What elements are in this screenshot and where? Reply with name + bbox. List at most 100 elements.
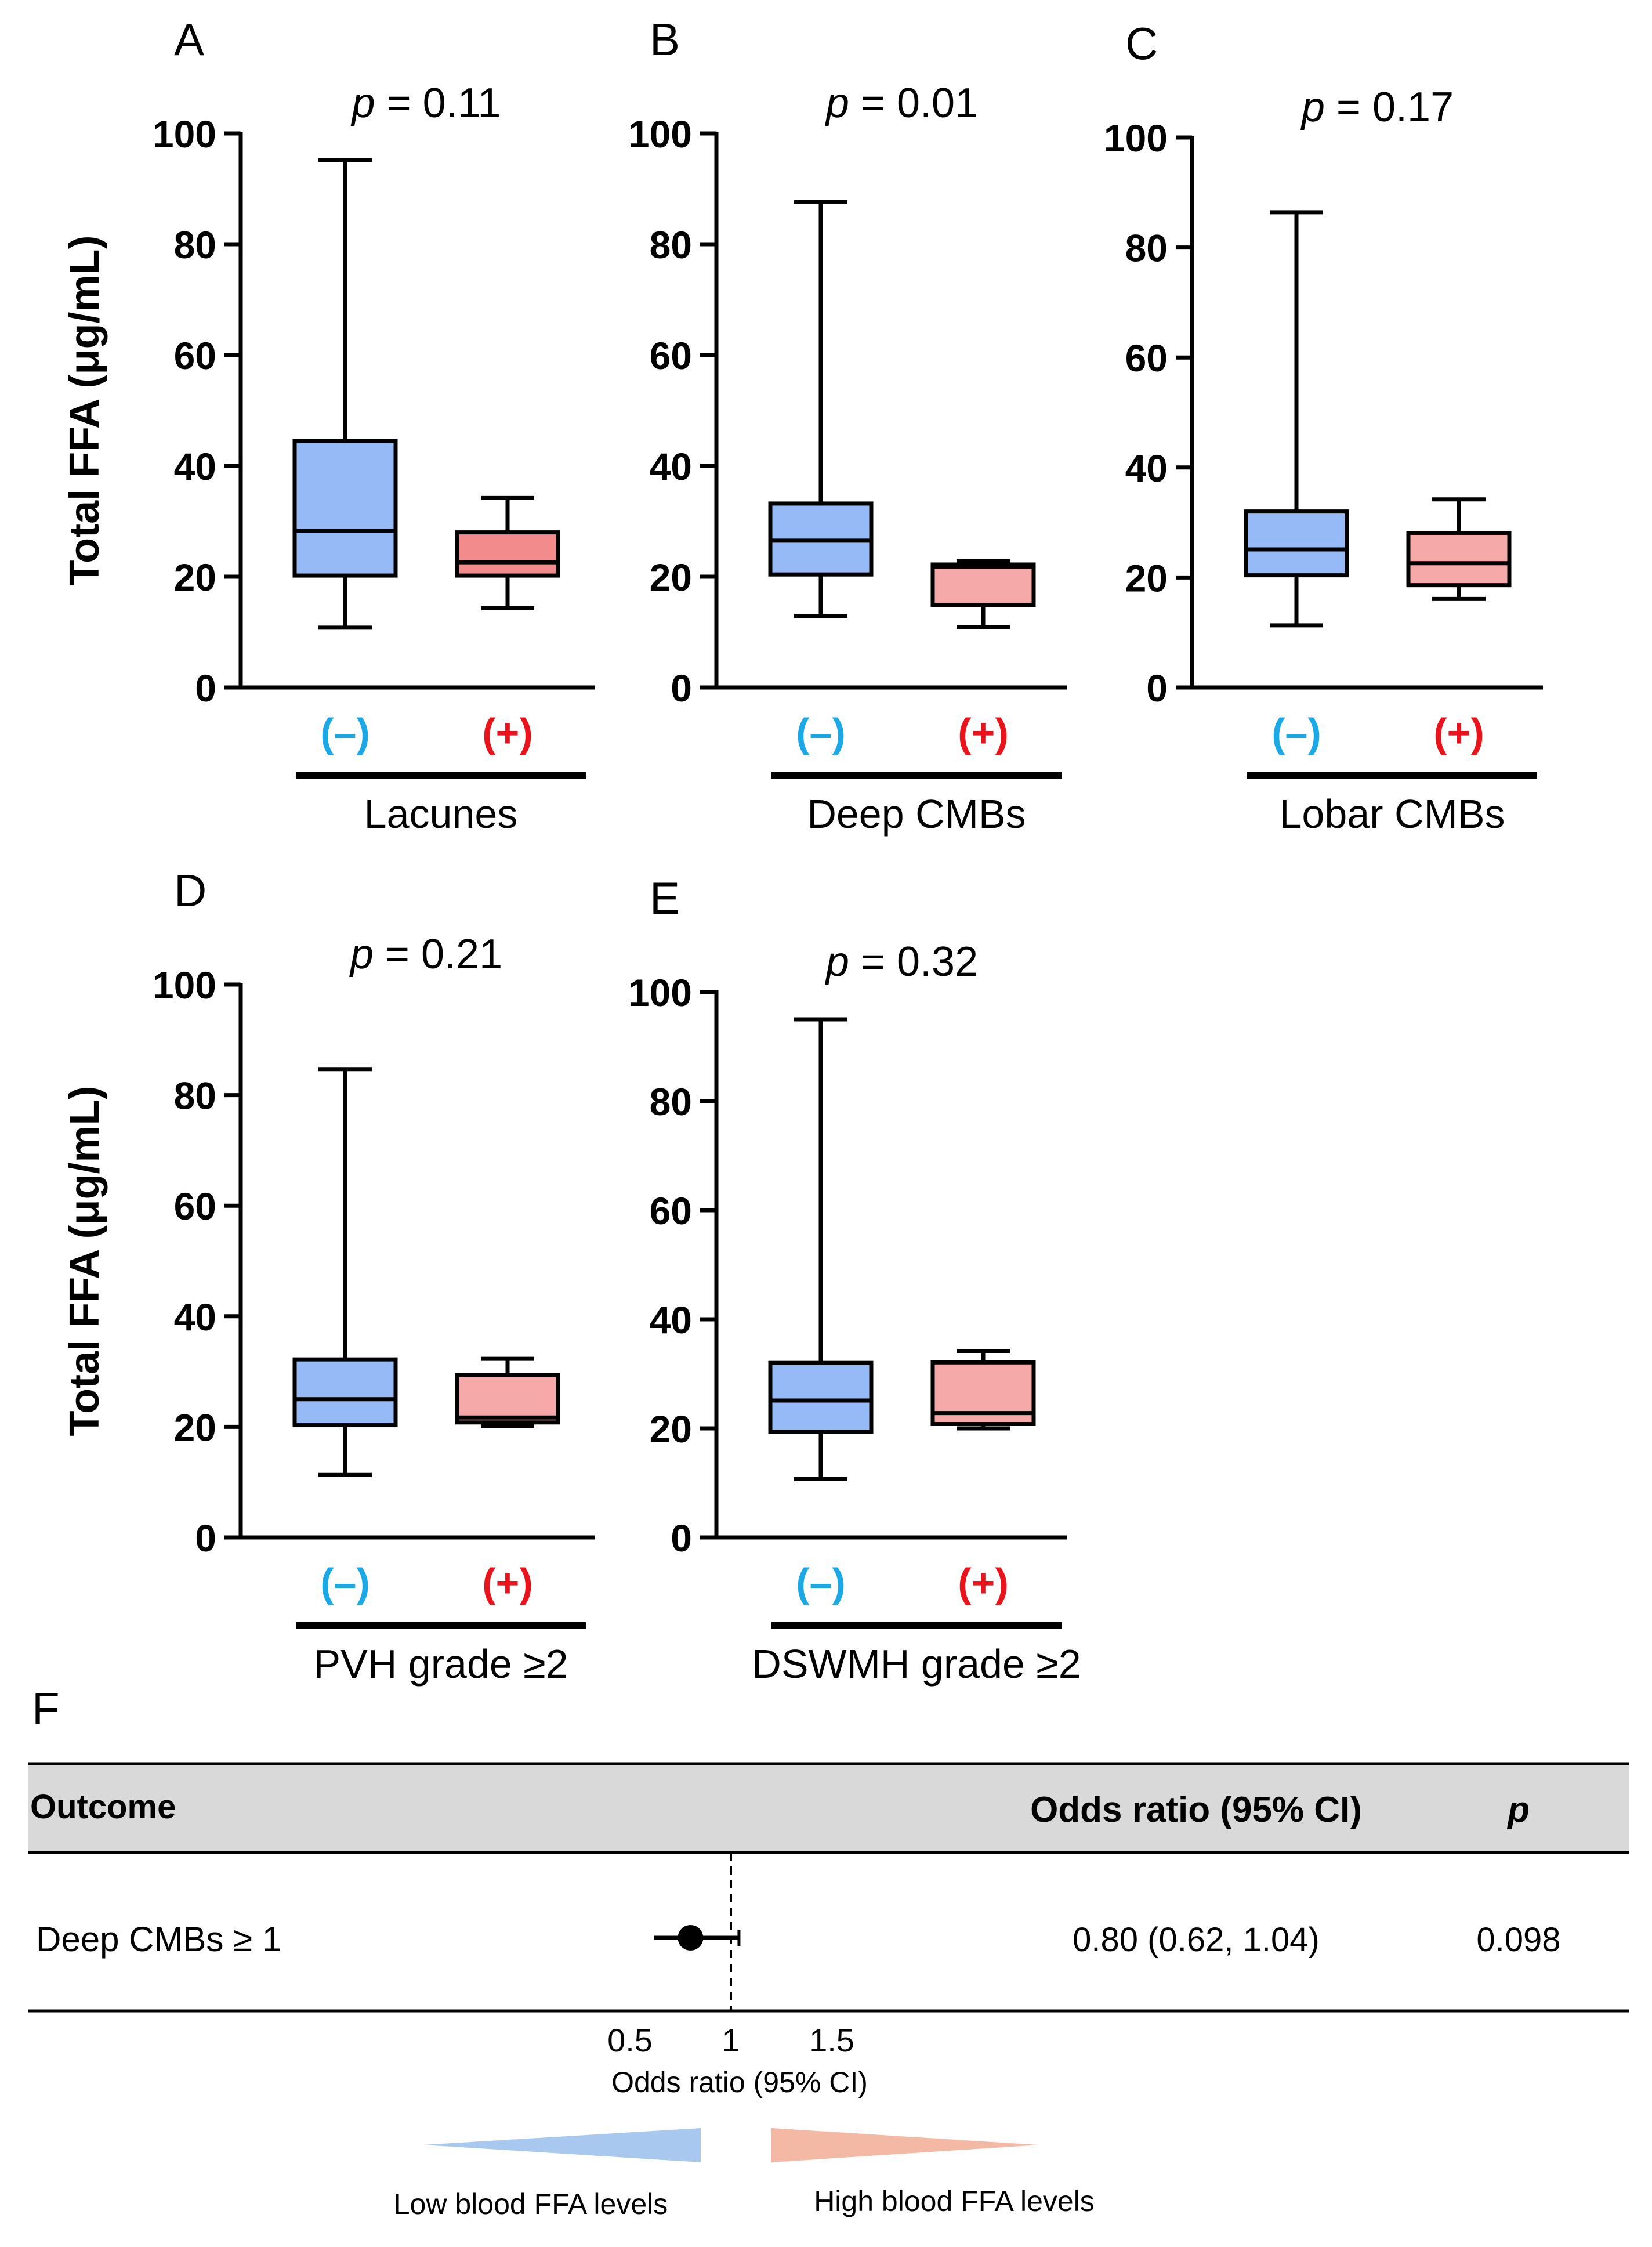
forest-x-ticks: 0.5 1 1.5 — [607, 2022, 854, 2058]
y-tick-label: 100 — [628, 971, 692, 1014]
group-label: (–) — [1271, 710, 1321, 755]
box-negative — [292, 1067, 398, 1477]
panel-b: Bp = 0.01 0 20 40 60 80 100 (–) (+) Deep CMBs — [628, 14, 1067, 837]
box-positive — [1406, 497, 1512, 601]
point-estimate — [678, 1925, 704, 1951]
y-tick-label: 100 — [628, 113, 692, 155]
iqr-box — [768, 1360, 874, 1434]
y-axis-label: Total FFA (μg/mL) — [61, 1086, 108, 1437]
y-tick-label: 80 — [650, 223, 692, 266]
y-tick-label: 40 — [174, 1296, 216, 1338]
y-tick-label: 20 — [650, 556, 692, 599]
x-axis-label: Lobar CMBs — [1279, 791, 1505, 837]
y-tick-label: 100 — [1104, 117, 1168, 160]
iqr-box — [292, 439, 398, 578]
y-tick-label: 0 — [671, 667, 692, 710]
header-p: p — [1506, 1790, 1530, 1830]
x-axis-label: Lacunes — [364, 791, 518, 837]
panel-letter: A — [174, 14, 204, 65]
row-outcome: Deep CMBs ≥ 1 — [36, 1920, 281, 1959]
header-outcome: Outcome — [30, 1788, 176, 1826]
p-value-label: p = 0.21 — [349, 931, 502, 978]
group-label: (+) — [958, 710, 1009, 755]
y-tick-label: 40 — [1125, 447, 1168, 490]
y-tick-label: 20 — [174, 556, 216, 599]
y-tick-label: 100 — [153, 113, 216, 155]
y-tick-label: 80 — [174, 223, 216, 266]
group-label: (+) — [482, 710, 533, 755]
y-tick-label: 80 — [174, 1074, 216, 1117]
y-tick-label: 60 — [650, 334, 692, 377]
forest-x-tick-label: 0.5 — [607, 2022, 653, 2058]
y-axis-label: Total FFA (μg/mL) — [61, 236, 108, 586]
y-tick-label: 60 — [650, 1189, 692, 1232]
low-ffa-triangle — [423, 2128, 701, 2162]
box-negative — [1244, 210, 1349, 628]
panel-letter: E — [650, 873, 680, 924]
panel-letter: C — [1125, 18, 1158, 69]
p-value-label: p = 0.17 — [1300, 84, 1454, 131]
row-p-value: 0.098 — [1476, 1921, 1560, 1959]
p-value-label: p = 0.01 — [825, 80, 978, 126]
box-negative — [292, 158, 398, 630]
y-tick-label: 60 — [1125, 336, 1168, 379]
group-label: (–) — [796, 1560, 846, 1605]
box-negative — [768, 200, 874, 618]
p-value-label: p = 0.32 — [825, 939, 978, 985]
forest-x-tick-label: 1.5 — [809, 2022, 854, 2058]
low-ffa-label: Low blood FFA levels — [394, 2188, 668, 2220]
y-tick-label: 20 — [1125, 556, 1168, 599]
x-axis-label: Deep CMBs — [807, 791, 1026, 837]
panel-letter: D — [174, 865, 206, 916]
y-tick-label: 0 — [195, 1517, 216, 1559]
group-label: (+) — [1433, 710, 1484, 755]
panel-c: Cp = 0.17 0 20 40 60 80 100 (–) (+) Lobar CMBs — [1104, 18, 1543, 837]
panel-letter-f: F — [32, 1683, 60, 1734]
box-positive — [930, 559, 1036, 629]
iqr-box — [455, 530, 560, 578]
group-label: (–) — [320, 710, 370, 755]
y-tick-label: 0 — [671, 1517, 692, 1559]
y-tick-label: 0 — [195, 667, 216, 710]
box-positive — [930, 1349, 1036, 1431]
y-tick-label: 60 — [174, 334, 216, 377]
group-label: (+) — [482, 1560, 533, 1605]
y-tick-label: 40 — [650, 445, 692, 488]
table-header-background — [28, 1764, 1629, 1852]
y-tick-label: 60 — [174, 1185, 216, 1228]
iqr-box — [930, 562, 1036, 607]
row-odds-ratio: 0.80 (0.62, 1.04) — [1073, 1921, 1320, 1959]
iqr-box — [1406, 531, 1512, 588]
x-axis-label: PVH grade ≥2 — [313, 1641, 568, 1687]
iqr-box — [1244, 509, 1349, 578]
high-ffa-label: High blood FFA levels — [814, 2185, 1095, 2217]
y-tick-label: 100 — [153, 964, 216, 1007]
panel-a: Ap = 0.11 0 20 40 60 80 100 Total FFA (μg/mL) (–… — [61, 14, 595, 837]
header-odds-ratio: Odds ratio (95% CI) — [1030, 1790, 1362, 1830]
box-positive — [455, 495, 560, 610]
forest-x-axis-label: Odds ratio (95% CI) — [611, 2066, 868, 2098]
panel-d: Dp = 0.21 0 20 40 60 80 100 Total FFA (μg/mL) (–… — [61, 865, 595, 1687]
box-positive — [455, 1356, 560, 1428]
group-label: (+) — [958, 1560, 1009, 1605]
panel-e: Ep = 0.32 0 20 40 60 80 100 (–) (+) DSWMH grade ≥… — [628, 873, 1081, 1687]
group-label: (–) — [796, 710, 846, 755]
panel-letter: B — [650, 14, 680, 65]
iqr-box — [455, 1373, 560, 1425]
y-tick-label: 20 — [174, 1406, 216, 1449]
p-value-label: p = 0.11 — [351, 80, 501, 126]
group-label: (–) — [320, 1560, 370, 1605]
y-tick-label: 20 — [650, 1407, 692, 1450]
box-negative — [768, 1017, 874, 1481]
y-tick-label: 40 — [650, 1298, 692, 1341]
iqr-box — [292, 1357, 398, 1428]
y-tick-label: 80 — [1125, 227, 1168, 270]
x-axis-label: DSWMH grade ≥2 — [752, 1641, 1081, 1687]
high-ffa-triangle — [771, 2128, 1038, 2162]
forest-plot: F Outcome Odds ratio (95% CI) p Deep CMB… — [28, 1683, 1629, 2220]
y-tick-label: 0 — [1146, 667, 1168, 710]
forest-x-tick-label: 1 — [722, 2022, 740, 2058]
y-tick-label: 80 — [650, 1080, 692, 1123]
box-plot-panels: Ap = 0.11 0 20 40 60 80 100 Total FFA (μg/mL) (–… — [61, 14, 1543, 1687]
